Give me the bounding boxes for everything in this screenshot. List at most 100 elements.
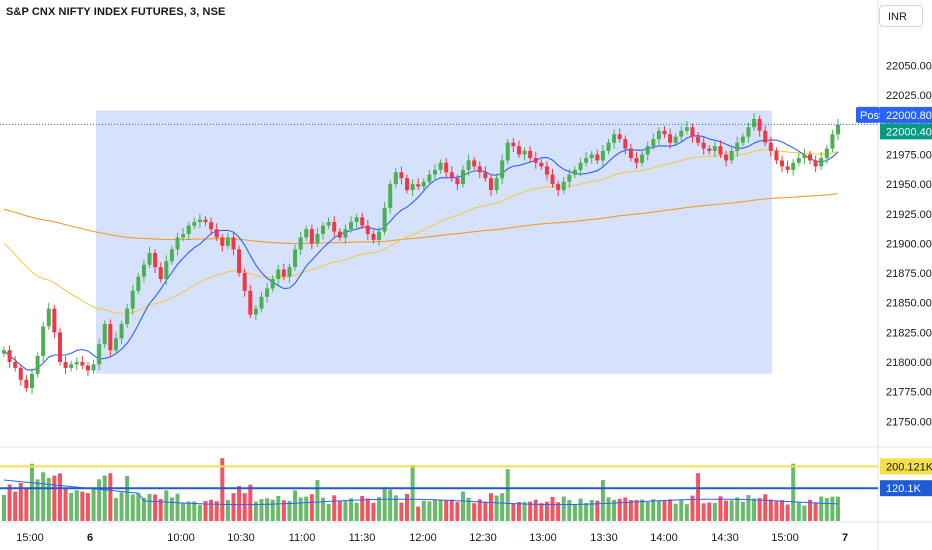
candle-body[interactable] [802, 154, 807, 159]
candle-body[interactable] [57, 332, 62, 362]
candle-body[interactable] [214, 229, 219, 238]
candle-body[interactable] [35, 356, 40, 374]
candle-body[interactable] [617, 134, 622, 140]
candle-body[interactable] [80, 362, 85, 366]
candle-body[interactable] [528, 150, 533, 159]
candle-body[interactable] [466, 160, 471, 170]
candle-body[interactable] [186, 225, 191, 234]
candle-body[interactable] [393, 172, 398, 185]
candle-body[interactable] [729, 150, 734, 161]
candle-body[interactable] [796, 158, 801, 163]
candle-body[interactable] [511, 142, 516, 147]
candle-body[interactable] [740, 136, 745, 143]
candle-body[interactable] [371, 233, 376, 240]
candle-body[interactable] [472, 160, 477, 167]
candle-body[interactable] [175, 237, 180, 250]
candle-body[interactable] [662, 130, 667, 135]
candle-body[interactable] [388, 184, 393, 208]
candle-body[interactable] [169, 249, 174, 262]
candle-body[interactable] [488, 178, 493, 191]
candle-body[interactable] [108, 324, 113, 351]
candle-body[interactable] [444, 162, 449, 173]
candle-body[interactable] [606, 142, 611, 151]
candle-body[interactable] [455, 178, 460, 185]
candle-body[interactable] [679, 130, 684, 137]
candle-body[interactable] [69, 364, 74, 368]
candle-body[interactable] [41, 326, 46, 357]
candle-body[interactable] [354, 217, 359, 223]
candle-body[interactable] [735, 142, 740, 151]
candle-body[interactable] [276, 269, 281, 279]
candle-body[interactable] [684, 127, 689, 131]
candle-body[interactable] [293, 249, 298, 268]
candle-body[interactable] [780, 160, 785, 167]
candle-body[interactable] [612, 134, 617, 143]
candle-body[interactable] [550, 174, 555, 185]
candle-body[interactable] [460, 169, 465, 185]
candle-body[interactable] [477, 166, 482, 173]
candle-body[interactable] [774, 150, 779, 161]
candle-body[interactable] [281, 269, 286, 277]
candle-body[interactable] [449, 172, 454, 179]
candle-body[interactable] [231, 237, 236, 250]
candle-body[interactable] [645, 146, 650, 155]
candle-body[interactable] [13, 362, 18, 368]
candle-body[interactable] [63, 362, 68, 368]
candle-body[interactable] [24, 379, 29, 389]
candle-body[interactable] [248, 290, 253, 315]
candle-body[interactable] [29, 373, 34, 389]
candle-body[interactable] [589, 154, 594, 159]
candle-body[interactable] [197, 219, 202, 223]
candle-body[interactable] [326, 222, 331, 226]
candle-body[interactable] [332, 222, 337, 232]
candle-body[interactable] [763, 130, 768, 143]
candle-body[interactable] [365, 225, 370, 234]
candle-body[interactable] [516, 146, 521, 155]
candle-body[interactable] [321, 225, 326, 234]
candle-body[interactable] [752, 118, 757, 128]
candle-body[interactable] [544, 166, 549, 175]
candle-body[interactable] [309, 229, 314, 244]
candle-body[interactable] [74, 362, 79, 365]
candle-body[interactable] [46, 308, 51, 327]
candle-body[interactable] [91, 364, 96, 371]
candle-body[interactable] [287, 267, 292, 277]
candle-body[interactable] [673, 136, 678, 143]
candle-body[interactable] [668, 134, 673, 143]
candle-body[interactable] [97, 344, 102, 365]
candle-body[interactable] [421, 181, 426, 187]
candle-body[interactable] [500, 160, 505, 179]
candle-body[interactable] [119, 324, 124, 339]
candle-body[interactable] [298, 237, 303, 250]
candle-body[interactable] [209, 222, 214, 230]
candle-body[interactable] [410, 184, 415, 191]
candle-body[interactable] [349, 222, 354, 230]
candle-body[interactable] [623, 139, 628, 149]
candle-body[interactable] [153, 252, 158, 268]
candle-body[interactable] [724, 154, 729, 161]
candle-body[interactable] [690, 127, 695, 137]
candle-body[interactable] [707, 148, 712, 151]
candle-body[interactable] [712, 146, 717, 151]
candle-body[interactable] [2, 350, 6, 354]
candle-body[interactable] [628, 148, 633, 159]
range-highlight-box[interactable] [96, 110, 772, 374]
candle-body[interactable] [600, 150, 605, 161]
candle-body[interactable] [595, 154, 600, 161]
candle-body[interactable] [505, 142, 510, 161]
candle-body[interactable] [399, 172, 404, 179]
candle-body[interactable] [522, 150, 527, 155]
candle-body[interactable] [539, 162, 544, 167]
candle-body[interactable] [567, 174, 572, 182]
candle-body[interactable] [584, 158, 589, 163]
candle-body[interactable] [819, 158, 824, 167]
candle-body[interactable] [561, 181, 566, 191]
candle-body[interactable] [242, 273, 247, 291]
candle-body[interactable] [220, 237, 225, 246]
candle-body[interactable] [813, 160, 818, 167]
candle-body[interactable] [416, 184, 421, 187]
candle-body[interactable] [556, 184, 561, 191]
candle-body[interactable] [578, 162, 583, 170]
candle-body[interactable] [830, 134, 835, 149]
